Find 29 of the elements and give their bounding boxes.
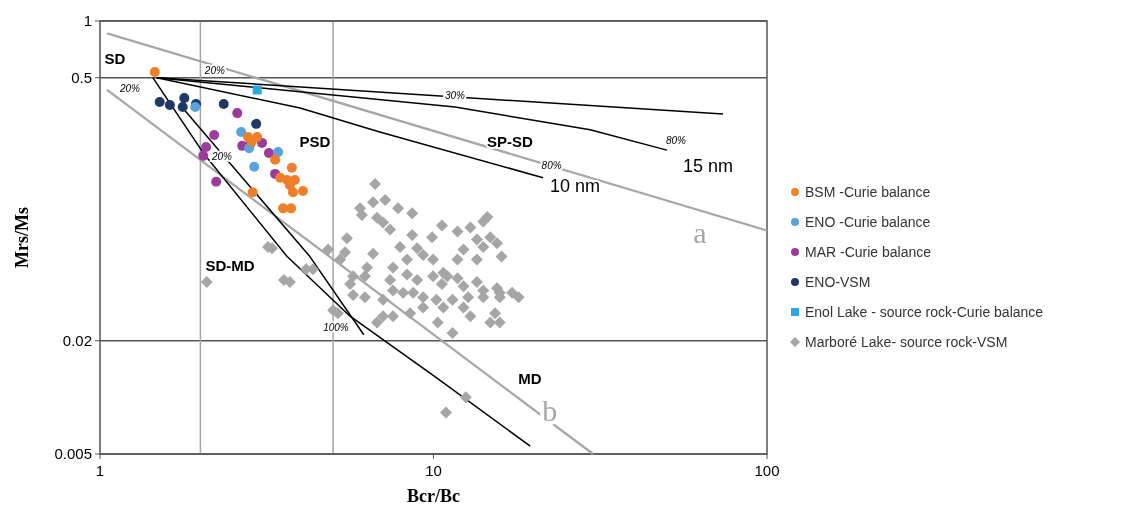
annotation: 80% bbox=[541, 160, 562, 172]
annotation: MD bbox=[518, 369, 542, 387]
legend-label: Marboré Lake- source rock-VSM bbox=[805, 334, 1008, 350]
annotation: 10 nm bbox=[549, 175, 601, 196]
annotation: SP-SD bbox=[487, 132, 534, 150]
annotation: a bbox=[693, 215, 707, 249]
annotation: 20% bbox=[203, 65, 225, 76]
legend-label: BSM -Curie balance bbox=[805, 184, 931, 200]
x-tick-label: 100 bbox=[754, 462, 780, 479]
y-tick-label: 0.005 bbox=[54, 445, 92, 462]
annotation: b bbox=[542, 394, 558, 428]
legend-label: ENO -Curie balance bbox=[805, 214, 931, 230]
annotation: 20% bbox=[118, 82, 141, 94]
annotation: SD bbox=[104, 49, 126, 67]
y-tick-label: 0.5 bbox=[71, 68, 92, 86]
annotation: SD-MD bbox=[205, 256, 255, 274]
legend-label: Enol Lake - source rock-Curie balance bbox=[805, 304, 1044, 320]
annotation: 100% bbox=[323, 321, 349, 333]
y-axis-title: Mrs/Ms bbox=[12, 207, 32, 268]
annotation: 15 nm bbox=[682, 155, 734, 176]
x-tick-label: 1 bbox=[95, 462, 105, 479]
annotation: 80% bbox=[665, 134, 687, 146]
x-axis-title: Bcr/Bc bbox=[407, 486, 460, 506]
y-tick-label: 1 bbox=[83, 12, 92, 29]
legend-label: ENO-VSM bbox=[805, 274, 871, 290]
annotation: PSD bbox=[299, 132, 331, 150]
x-tick-label: 10 bbox=[425, 462, 442, 479]
y-tick-label: 0.02 bbox=[62, 331, 92, 349]
legend-label: MAR -Curie balance bbox=[805, 244, 932, 260]
